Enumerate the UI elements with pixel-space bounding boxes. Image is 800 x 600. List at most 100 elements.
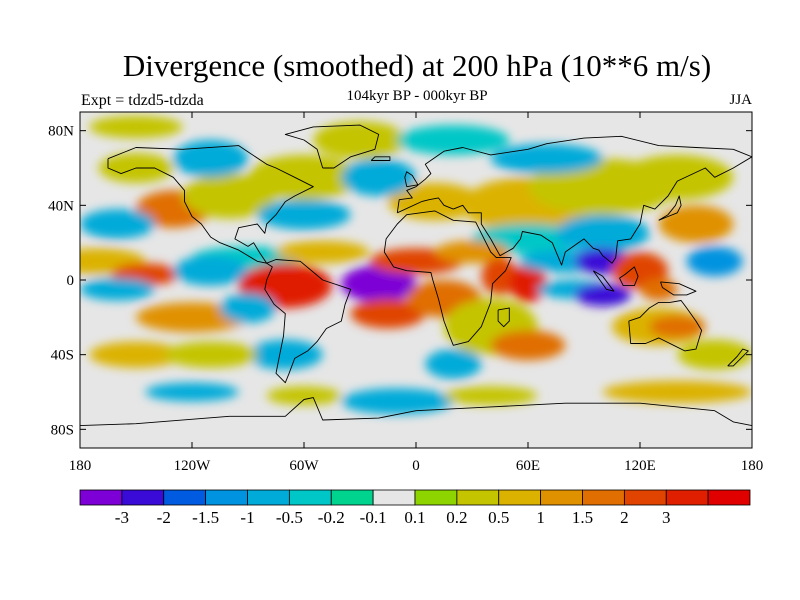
anomaly-region-9 <box>621 154 734 200</box>
anomaly-region-18 <box>556 214 650 252</box>
coastline-antarctica <box>80 397 752 427</box>
figure-title: Divergence (smoothed) at 200 hPa (10**6 … <box>122 48 712 83</box>
colorbar-label: -1 <box>240 508 254 527</box>
colorbar-swatch <box>121 489 165 506</box>
colorbar-label: -1.5 <box>192 508 219 527</box>
anomaly-region-34 <box>509 265 547 303</box>
anomaly-region-55 <box>266 386 342 406</box>
colorbar-label: -2 <box>157 508 171 527</box>
colorbar-swatch <box>582 489 625 506</box>
anomaly-region-13 <box>173 140 248 178</box>
colorbar-swatch <box>79 489 123 506</box>
season-label: JJA <box>729 92 752 108</box>
anomaly-region-29 <box>350 298 426 329</box>
coastline-madagascar <box>497 307 510 328</box>
colorbar-swatch <box>540 489 583 506</box>
divergence-field <box>80 115 752 415</box>
anomaly-region-14 <box>80 209 155 239</box>
coastline-japan <box>658 195 682 221</box>
anomaly-region-15 <box>257 199 351 230</box>
lon-tick-label: 0 <box>412 458 420 474</box>
anomaly-region-26 <box>220 293 276 323</box>
colorbar-swatch <box>288 489 332 506</box>
colorbar-label: -0.2 <box>318 508 345 527</box>
anomaly-region-47 <box>248 339 323 370</box>
colorbar-label: 0.1 <box>404 508 425 527</box>
colorbar-swatch <box>456 489 500 506</box>
colorbar-label: -3 <box>115 508 129 527</box>
anomaly-region-27 <box>276 240 370 264</box>
anomaly-region-6 <box>388 182 482 221</box>
anomaly-region-42 <box>640 278 678 301</box>
colorbar-swatch <box>498 489 542 506</box>
anomaly-region-45 <box>649 315 706 338</box>
anomaly-region-11 <box>397 125 510 155</box>
lon-tick-label: 60E <box>516 458 540 474</box>
anomaly-region-40 <box>574 283 631 307</box>
anomaly-region-49 <box>425 349 482 379</box>
colorbar-label: -0.1 <box>360 508 387 527</box>
colorbar-label: 1.5 <box>572 508 593 527</box>
colorbar-label: -0.5 <box>276 508 303 527</box>
colorbar-swatch <box>623 489 667 506</box>
colorbar-swatch <box>414 489 458 506</box>
anomaly-region-12 <box>490 143 603 174</box>
colorbar-label: 0.2 <box>446 508 467 527</box>
coastline-australia <box>628 300 703 352</box>
anomaly-region-48 <box>164 341 258 368</box>
colorbar-swatch <box>163 489 207 506</box>
coastline-new-zealand <box>727 348 749 367</box>
coastline-africa <box>383 210 512 346</box>
coastline-new-guinea <box>660 281 697 296</box>
lon-tick-label: 120E <box>624 458 656 474</box>
anomaly-region-5 <box>313 121 407 159</box>
coastline-iceland <box>370 156 391 161</box>
coastline-south-america <box>264 259 352 384</box>
lat-tick-label: 40S <box>51 348 74 364</box>
coastline-britain <box>404 171 419 188</box>
anomaly-region-4 <box>89 115 183 139</box>
anomaly-region-36 <box>490 330 566 361</box>
lon-tick-label: 60W <box>289 458 319 474</box>
figure-subtitle: 104kyr BP - 000kyr BP <box>346 88 488 104</box>
lat-tick-label: 80N <box>48 124 74 140</box>
anomaly-region-28 <box>341 265 416 303</box>
experiment-label: Expt = tdzd5-tdzda <box>81 92 204 109</box>
anomaly-region-51 <box>341 388 454 415</box>
anomaly-region-16 <box>341 158 416 196</box>
lon-tick-label: 180 <box>741 458 764 474</box>
colorbar-swatch <box>247 489 290 506</box>
colorbar-label: 1 <box>536 508 545 527</box>
coastline-greenland <box>284 124 380 169</box>
colorbar-label: 0.5 <box>488 508 509 527</box>
colorbar-swatch <box>665 489 709 506</box>
anomaly-region-52 <box>145 382 239 402</box>
coastline-north-america <box>107 145 314 264</box>
lon-tick-label: 120W <box>174 458 212 474</box>
lat-tick-label: 80S <box>51 422 74 438</box>
coastline-borneo <box>619 266 639 287</box>
colorbar-label: 3 <box>662 508 671 527</box>
colorbar-swatch <box>330 489 374 506</box>
anomaly-region-53 <box>602 380 752 404</box>
anomaly-region-25 <box>136 302 248 333</box>
anomaly-region-22 <box>80 278 155 301</box>
coastlines <box>80 124 752 427</box>
anomaly-region-54 <box>444 386 538 406</box>
coastline-sumatra <box>592 270 615 292</box>
map-axes: 80N 40N 0 40S 80S 180 120W 60W 0 60E 120E 180 <box>48 112 763 474</box>
anomaly-region-50 <box>677 339 752 370</box>
colorbar-swatch <box>372 489 416 506</box>
coastline-eurasia <box>396 135 752 266</box>
colorbar-label: 2 <box>620 508 629 527</box>
lon-tick-label: 180 <box>69 458 92 474</box>
colorbar: -3 -2 -1.5 -1 -0.5 -0.2 -0.1 0.1 0.2 0.5 1 1.5 2 3 <box>79 489 751 527</box>
anomaly-region-43 <box>686 246 743 277</box>
colorbar-swatch <box>205 489 248 506</box>
anomaly-region-10 <box>658 205 734 243</box>
anomaly-region-46 <box>89 341 183 368</box>
anomaly-region-23 <box>173 255 248 286</box>
lat-tick-label: 0 <box>67 273 75 289</box>
lat-tick-label: 40N <box>48 198 74 214</box>
